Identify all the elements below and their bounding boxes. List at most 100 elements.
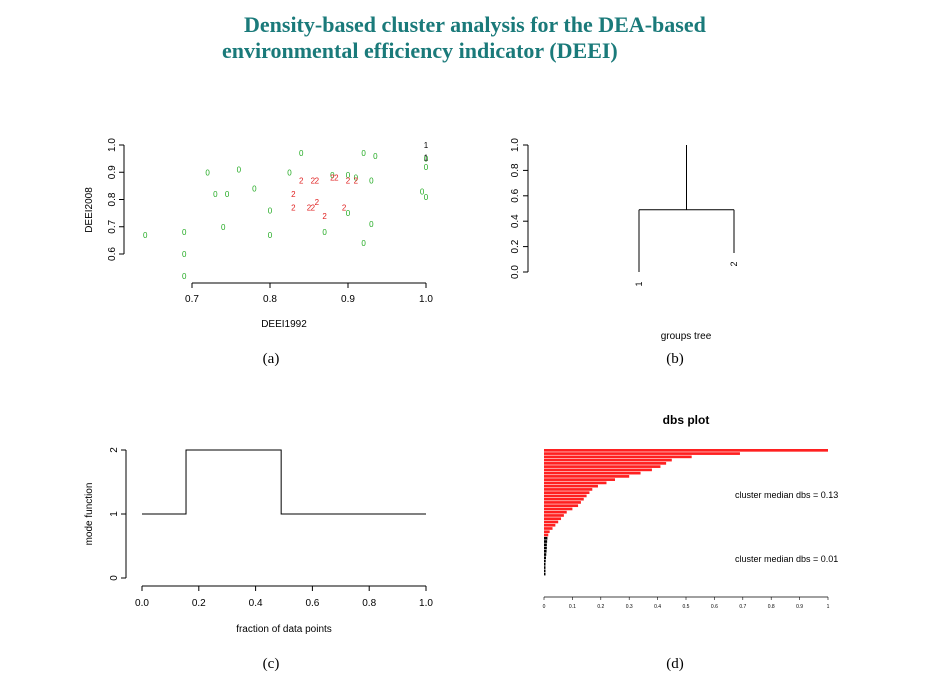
- panel-b-leaf-label: 2: [729, 261, 739, 266]
- panel-d-bar-cluster-1: [544, 559, 546, 563]
- panel-a-point-0: 0: [143, 231, 148, 240]
- panel-d-x-tick-label: 0.7: [739, 604, 746, 610]
- panel-a-point-2: 2: [291, 190, 296, 199]
- panel-a-point-2: 2: [307, 204, 312, 213]
- panel-b-y-tick-label: 0.2: [510, 239, 521, 253]
- panel-a-point-0: 0: [373, 152, 378, 161]
- panel-d-bar-cluster-1: [544, 549, 547, 553]
- panel-c-y-tick-label: 2: [109, 447, 120, 453]
- panel-a-point-0: 0: [322, 228, 327, 237]
- panel-c-y-tick-label: 1: [109, 511, 120, 517]
- panel-a-point-0: 0: [424, 163, 429, 172]
- panel-a-x-tick-label: 0.7: [185, 294, 199, 305]
- panel-d-bar-cluster-0: [544, 455, 692, 459]
- panel-d-bar-cluster-0: [544, 481, 607, 485]
- panel-d-bar-cluster-0: [544, 504, 579, 508]
- panel-a-point-1: 1: [424, 141, 429, 150]
- caption-d: (d): [666, 656, 684, 672]
- panel-d-bar-cluster-0: [544, 497, 584, 501]
- panel-d-bar-cluster-1: [544, 540, 548, 543]
- panel-a-point-0: 0: [213, 190, 218, 199]
- panel-d-bar-cluster-1: [544, 566, 546, 569]
- panel-a-point-0: 0: [221, 223, 226, 232]
- panel-c-x-tick-label: 0.2: [192, 598, 206, 609]
- panel-a-point-0: 0: [205, 168, 210, 177]
- panel-a-frame: [126, 145, 436, 275]
- panel-a-point-2: 2: [334, 174, 339, 183]
- panel-a-point-0: 0: [346, 209, 351, 218]
- panel-a-point-2: 2: [322, 212, 327, 221]
- panel-c-x-tick-label: 0.4: [249, 598, 263, 609]
- panel-d-bar-cluster-1: [544, 536, 548, 540]
- panel-d-bar-cluster-0: [544, 449, 828, 452]
- panel-a-point-1: 1: [424, 153, 429, 162]
- panel-d-bar-cluster-0: [544, 520, 559, 524]
- page-title-line-1: Density-based cluster analysis for the D…: [244, 12, 706, 37]
- panel-a-point-0: 0: [299, 149, 304, 158]
- panel-d-bar-cluster-0: [544, 527, 553, 530]
- panel-d-x-tick-label: 0.4: [654, 604, 661, 610]
- panel-b-y-tick-label: 0.0: [510, 265, 521, 279]
- panel-d-bar-cluster-0: [544, 462, 667, 465]
- panel-d-annotation-cluster-a: cluster median dbs = 0.13: [735, 490, 838, 500]
- panel-a-x-tick-label: 0.9: [341, 294, 355, 305]
- panel-c-x-tick-label: 0.8: [362, 598, 376, 609]
- page-title: Density-based cluster analysis for the D…: [222, 12, 822, 64]
- panel-a-point-0: 0: [330, 171, 335, 180]
- panel-d-bar-cluster-1: [544, 562, 546, 566]
- panel-a-point-0: 0: [424, 193, 429, 202]
- panel-a-point-2: 2: [354, 176, 359, 185]
- panel-a-x-tick-label: 0.8: [263, 294, 277, 305]
- panel-a-point-0: 0: [287, 168, 292, 177]
- panel-a-point-0: 0: [424, 155, 429, 164]
- panel-a-point-0: 0: [225, 190, 230, 199]
- panel-b-y-tick-label: 0.8: [510, 163, 521, 177]
- panel-d-bar-cluster-0: [544, 465, 661, 468]
- panel-d-x-tick-label: 0.2: [597, 604, 604, 610]
- panel-a-y-tick-label: 0.9: [107, 165, 118, 179]
- panel-d-bar-cluster-0: [544, 501, 581, 504]
- page-title-line-2: environmental efficiency indicator (DEEI…: [222, 38, 618, 63]
- panel-a-point-0: 0: [346, 171, 351, 180]
- panel-c-y-label: mode function: [84, 483, 95, 546]
- panel-a-point-2: 2: [315, 198, 320, 207]
- panel-a-y-tick-label: 0.8: [107, 192, 118, 206]
- panel-c-x-tick-label: 0.0: [135, 598, 149, 609]
- panel-d-bar-cluster-0: [544, 475, 630, 478]
- panel-a-point-2: 2: [330, 174, 335, 183]
- panel-a-point-2: 2: [311, 204, 316, 213]
- panel-d-bar-cluster-0: [544, 510, 567, 514]
- panel-a-point-2: 2: [299, 176, 304, 185]
- panel-a-point-2: 2: [291, 204, 296, 213]
- panel-b-y-tick-label: 0.6: [510, 188, 521, 202]
- panel-d-bar-cluster-0: [544, 491, 590, 495]
- panel-a-point-0: 0: [268, 206, 273, 215]
- panel-a-point-0: 0: [369, 220, 374, 229]
- panel-a-x-label: DEEI1992: [261, 319, 307, 330]
- panel-d-bar-cluster-0: [544, 458, 672, 462]
- panel-a-y-tick-label: 0.7: [107, 219, 118, 233]
- panel-a-point-0: 0: [354, 174, 359, 183]
- panel-a-point-0: 0: [237, 166, 242, 175]
- panel-a-point-0: 0: [252, 185, 257, 194]
- panel-b-y-tick-label: 1.0: [510, 138, 521, 152]
- panel-d-bar-cluster-0: [544, 494, 587, 498]
- panel-a-y-tick-label: 1.0: [107, 138, 118, 152]
- panel-d-x-tick-label: 1: [827, 604, 830, 610]
- panel-d-bar-cluster-0: [544, 488, 593, 491]
- panel-d-bar-cluster-1: [544, 546, 547, 550]
- panel-d-title: dbs plot: [663, 413, 710, 427]
- panel-b-dendrogram: 0.0 0.2 0.4 0.6 0.8 1.0 1 2 groups tree (b): [510, 138, 739, 367]
- panel-d-bar-cluster-0: [544, 533, 549, 537]
- panel-c-mode-function: 0.0 0.2 0.4 0.6 0.8 1.0 0 1 2 fraction of data …: [84, 447, 433, 672]
- panel-d-bar-cluster-0: [544, 452, 740, 455]
- panel-c-x-tick-label: 0.6: [305, 598, 319, 609]
- panel-a-point-0: 0: [369, 176, 374, 185]
- panel-d-x-tick-label: 0.5: [683, 604, 690, 610]
- panel-d-x-tick-label: 0.8: [768, 604, 775, 610]
- panel-a-point-2: 2: [311, 176, 316, 185]
- panel-a-y-tick-label: 0.6: [107, 247, 118, 261]
- panel-d-x-tick-label: 0.6: [711, 604, 718, 610]
- panel-d-bar-cluster-1: [544, 543, 547, 547]
- panel-d-bar-cluster-0: [544, 530, 550, 534]
